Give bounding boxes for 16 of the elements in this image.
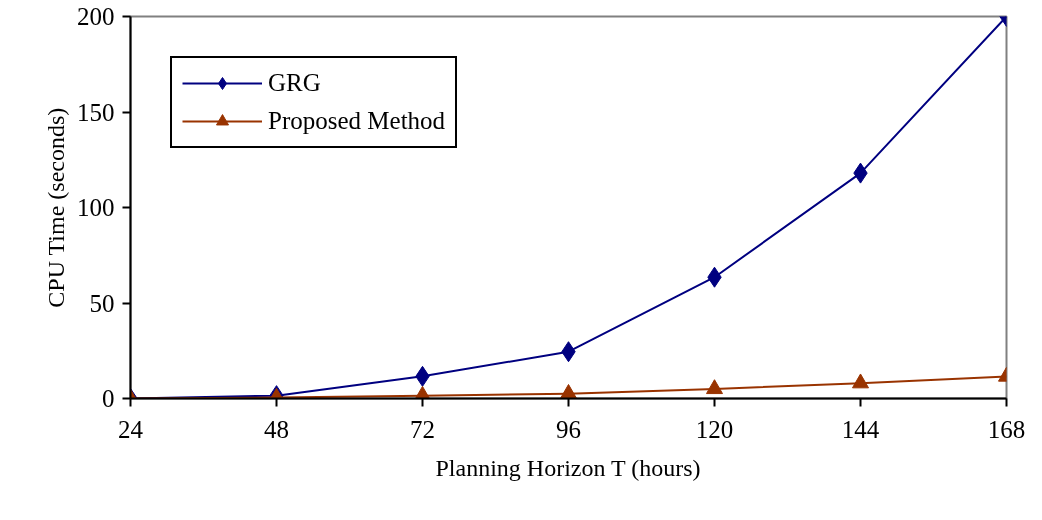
x-tick-label: 24 [118, 415, 144, 443]
x-tick-label: 48 [264, 415, 289, 443]
x-tick-label: 72 [410, 415, 435, 443]
legend-label: GRG [268, 69, 321, 97]
y-tick-label: 50 [89, 289, 115, 317]
y-tick-label: 100 [77, 194, 115, 221]
x-tick-label: 96 [556, 415, 581, 443]
y-tick-label: 0 [102, 385, 115, 412]
legend-label: Proposed Method [268, 107, 446, 135]
x-tick-label: 168 [987, 415, 1026, 443]
x-tick-label: 144 [841, 415, 880, 443]
y-tick-label: 150 [77, 98, 115, 126]
x-tick-label: 120 [695, 415, 734, 443]
y-axis-title: CPU Time (seconds) [43, 107, 69, 308]
x-axis-title: Planning Horizon T (hours) [435, 454, 701, 481]
y-tick-label: 200 [77, 3, 115, 30]
